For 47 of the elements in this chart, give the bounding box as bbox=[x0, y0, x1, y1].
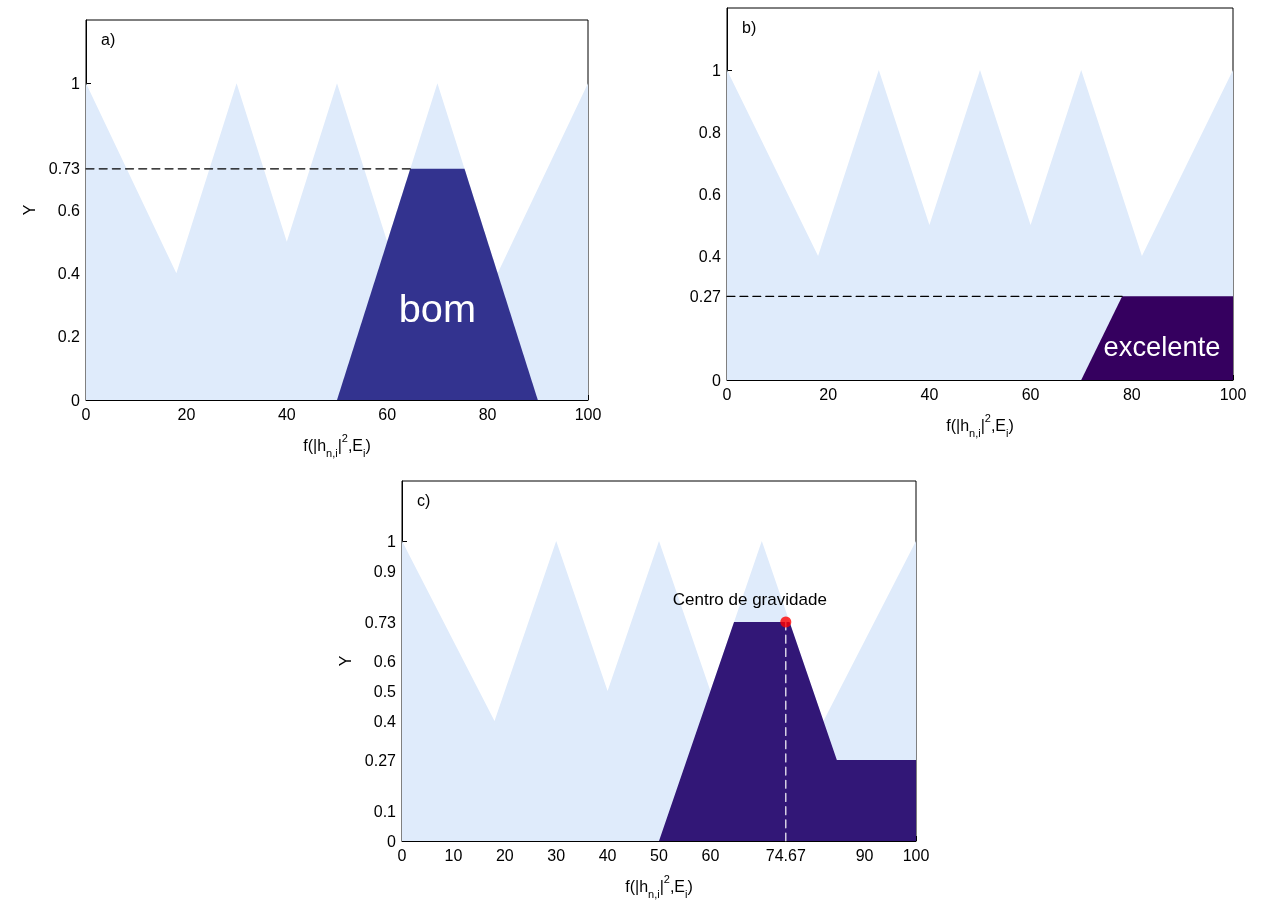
y-tick-label: 0 bbox=[712, 371, 722, 389]
x-tick-label: 60 bbox=[1021, 385, 1040, 403]
x-tick-label: 10 bbox=[444, 846, 463, 864]
text: a) bbox=[101, 30, 116, 48]
x-tick-label: 40 bbox=[920, 385, 939, 403]
y-tick-label: 0.9 bbox=[373, 562, 397, 580]
y-tick-label: 0.5 bbox=[373, 682, 397, 700]
x-tick-label: 50 bbox=[650, 846, 668, 864]
x-tick-label: 20 bbox=[177, 405, 196, 423]
y-tick-label: 0.73 bbox=[364, 613, 397, 631]
y-tick-label: 1 bbox=[387, 532, 397, 550]
y-tick-label: 0.27 bbox=[364, 751, 397, 769]
series-label: bom bbox=[398, 285, 477, 330]
y-axis-title: Y bbox=[20, 204, 38, 216]
y-tick-label: 0.6 bbox=[57, 201, 81, 219]
y-tick-label: 0.6 bbox=[698, 185, 722, 203]
x-tick-label: 40 bbox=[598, 846, 617, 864]
x-tick-label: 60 bbox=[378, 405, 397, 423]
x-tick-label: 100 bbox=[574, 405, 602, 423]
x-tick-label: 80 bbox=[478, 405, 497, 423]
y-tick-label: 0.6 bbox=[373, 652, 397, 670]
y-tick-label: 1 bbox=[71, 74, 81, 92]
y-tick-label: 0 bbox=[387, 832, 397, 850]
series-label: excelente bbox=[1103, 331, 1221, 363]
y-tick-label: 0.27 bbox=[689, 287, 722, 305]
annotation: Centro de gravidade bbox=[672, 590, 827, 609]
x-tick-label: 100 bbox=[902, 846, 930, 864]
y-tick-label: 0.4 bbox=[373, 712, 397, 730]
text: b) bbox=[742, 18, 757, 36]
x-tick-label: 60 bbox=[701, 846, 720, 864]
y-tick-label: 0.73 bbox=[48, 160, 81, 178]
y-tick-label: 1 bbox=[712, 61, 722, 79]
x-tick-label: 30 bbox=[547, 846, 566, 864]
x-tick-label: 100 bbox=[1219, 385, 1247, 403]
text: c) bbox=[417, 491, 431, 509]
x-tick-label: 90 bbox=[855, 846, 874, 864]
y-tick-label: 0.4 bbox=[57, 264, 81, 282]
x-tick-label: 74.67 bbox=[765, 846, 806, 864]
y-tick-label: 0.8 bbox=[698, 123, 722, 141]
y-tick-label: 0.2 bbox=[57, 328, 81, 346]
y-tick-label: 0.4 bbox=[698, 247, 722, 265]
x-tick-label: 20 bbox=[495, 846, 514, 864]
y-tick-label: 0.1 bbox=[373, 802, 397, 820]
x-tick-label: 20 bbox=[819, 385, 838, 403]
y-axis-title: Y bbox=[336, 655, 354, 667]
x-tick-label: 80 bbox=[1122, 385, 1141, 403]
x-tick-label: 40 bbox=[277, 405, 296, 423]
